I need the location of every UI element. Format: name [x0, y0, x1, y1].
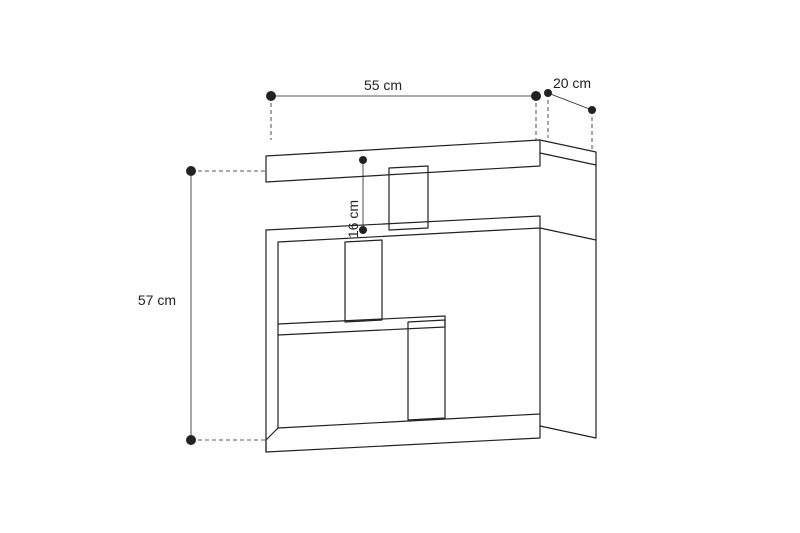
dimension-label-height: 57 cm	[138, 292, 176, 308]
dimension-label-inner: 16 cm	[345, 200, 361, 238]
leader-lines	[191, 93, 592, 440]
furniture-outline	[266, 140, 596, 452]
dimension-label-width: 55 cm	[364, 77, 402, 93]
dimension-lines	[186, 89, 596, 445]
dimension-label-depth: 20 cm	[553, 75, 591, 91]
dimension-drawing: 55 cm 20 cm 57 cm 16 cm	[0, 0, 800, 533]
